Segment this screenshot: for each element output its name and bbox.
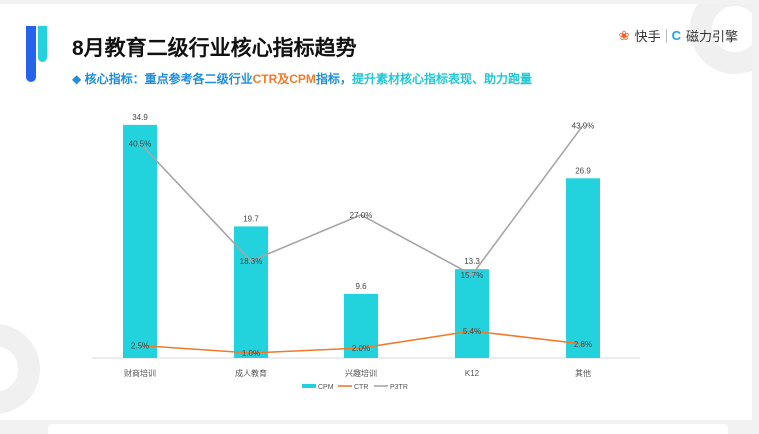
accent-bar	[26, 26, 36, 82]
divider	[665, 28, 667, 43]
point-label-ctr: 5.4%	[463, 327, 481, 336]
legend-label: CTR	[354, 384, 368, 391]
point-label-p3tr: 15.7%	[461, 271, 484, 280]
point-label-ctr: 2.5%	[131, 342, 149, 351]
subtitle: ◆ 核心指标：重点参考各二级行业CTR及CPM指标，提升素材核心指标表现、助力跑…	[72, 70, 532, 87]
point-label-p3tr: 43.9%	[572, 121, 595, 130]
subtitle-prefix: ◆ 核心指标：重点参考各二级行业	[72, 72, 253, 86]
kuaishou-icon: ❀	[618, 27, 630, 43]
brand-logos: ❀ 快手 C 磁力引擎	[619, 26, 738, 45]
line-ctr	[139, 330, 584, 354]
x-tick-label: 兴趣培训	[345, 368, 377, 378]
x-tick-label: 其他	[575, 368, 591, 378]
point-label-ctr: 2.0%	[352, 344, 370, 353]
bar-cpm	[234, 226, 268, 358]
legend-label: P3TR	[390, 384, 408, 391]
bar-label: 26.9	[575, 166, 591, 175]
subtitle-suffix: 提升素材核心指标表现、助力跑量	[351, 72, 532, 86]
point-label-p3tr: 27.0%	[350, 211, 373, 220]
bar-cpm	[566, 178, 600, 358]
cili-icon: C	[671, 28, 681, 43]
bar-cpm	[123, 124, 157, 358]
x-tick-label: K12	[465, 369, 480, 378]
cili-logo: 磁力引擎	[685, 29, 738, 44]
point-label-ctr: 1.0%	[242, 349, 260, 358]
bar-label: 9.6	[355, 282, 367, 291]
bar-label: 13.3	[464, 257, 480, 266]
x-tick-label: 财商培训	[124, 368, 156, 378]
point-label-p3tr: 18.3%	[240, 257, 263, 266]
slide-card: 8月教育二级行业核心指标趋势 ◆ 核心指标：重点参考各二级行业CTR及CPM指标…	[0, 4, 752, 420]
kuaishou-logo: 快手	[634, 29, 661, 44]
bar-label: 19.7	[243, 214, 259, 223]
x-tick-label: 成人教育	[235, 368, 267, 378]
line-p3tr	[139, 124, 584, 276]
bar-cpm	[455, 269, 489, 358]
combo-chart: 34.9 19.7 9.6 13.3 26.9 2.5% 1.0% 2.0% 5.4% 2.8% 4…	[92, 113, 640, 391]
legend-swatch	[302, 384, 316, 388]
accent-bar	[38, 26, 47, 62]
subtitle-mid: 指标，	[315, 72, 352, 86]
point-label-ctr: 2.8%	[574, 340, 592, 349]
bar-label: 34.9	[132, 113, 148, 122]
legend-label: CPM	[318, 384, 334, 391]
subtitle-highlight: CTR及CPM	[252, 72, 316, 86]
point-label-p3tr: 40.5%	[129, 139, 152, 148]
next-card	[48, 424, 728, 434]
page-title: 8月教育二级行业核心指标趋势	[72, 37, 357, 60]
